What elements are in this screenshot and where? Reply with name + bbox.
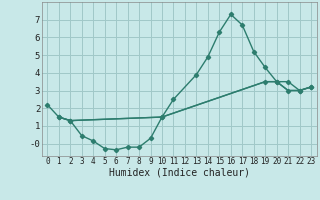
X-axis label: Humidex (Indice chaleur): Humidex (Indice chaleur) bbox=[109, 168, 250, 178]
